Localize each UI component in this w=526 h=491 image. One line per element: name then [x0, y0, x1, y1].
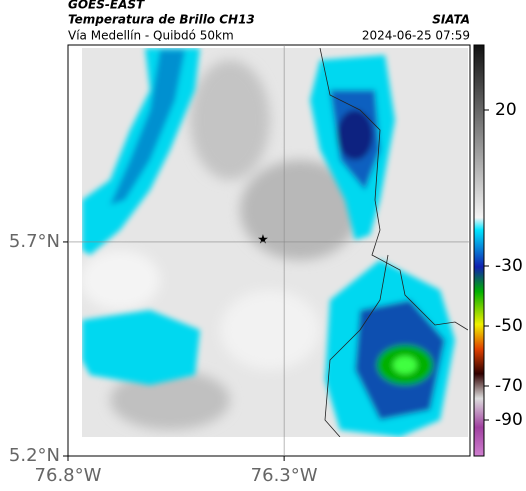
- colorbar-label: -30: [495, 256, 523, 276]
- datetime: 2024-06-25 07:59: [362, 29, 470, 43]
- imagery: [82, 48, 468, 437]
- route: Vía Medellín - Quibdó 50km: [68, 29, 234, 43]
- subtitle: Temperatura de Brillo CH13: [68, 13, 255, 27]
- colorbar-label: 20: [495, 100, 517, 120]
- source: SIATA: [432, 13, 470, 27]
- colorbar-label: -70: [495, 376, 523, 396]
- colorbar-label: -50: [495, 316, 523, 336]
- colorbar: [473, 44, 485, 457]
- lat-tick-label: 5.2°N: [9, 445, 60, 466]
- city-marker: ★: [257, 233, 269, 248]
- lon-tick-label: 76.8°W: [35, 465, 102, 486]
- lat-tick-label: 5.7°N: [9, 231, 60, 252]
- title: GOES-EAST: [68, 0, 145, 12]
- colorbar-label: -90: [495, 410, 523, 430]
- lon-tick-label: 76.3°W: [251, 465, 318, 486]
